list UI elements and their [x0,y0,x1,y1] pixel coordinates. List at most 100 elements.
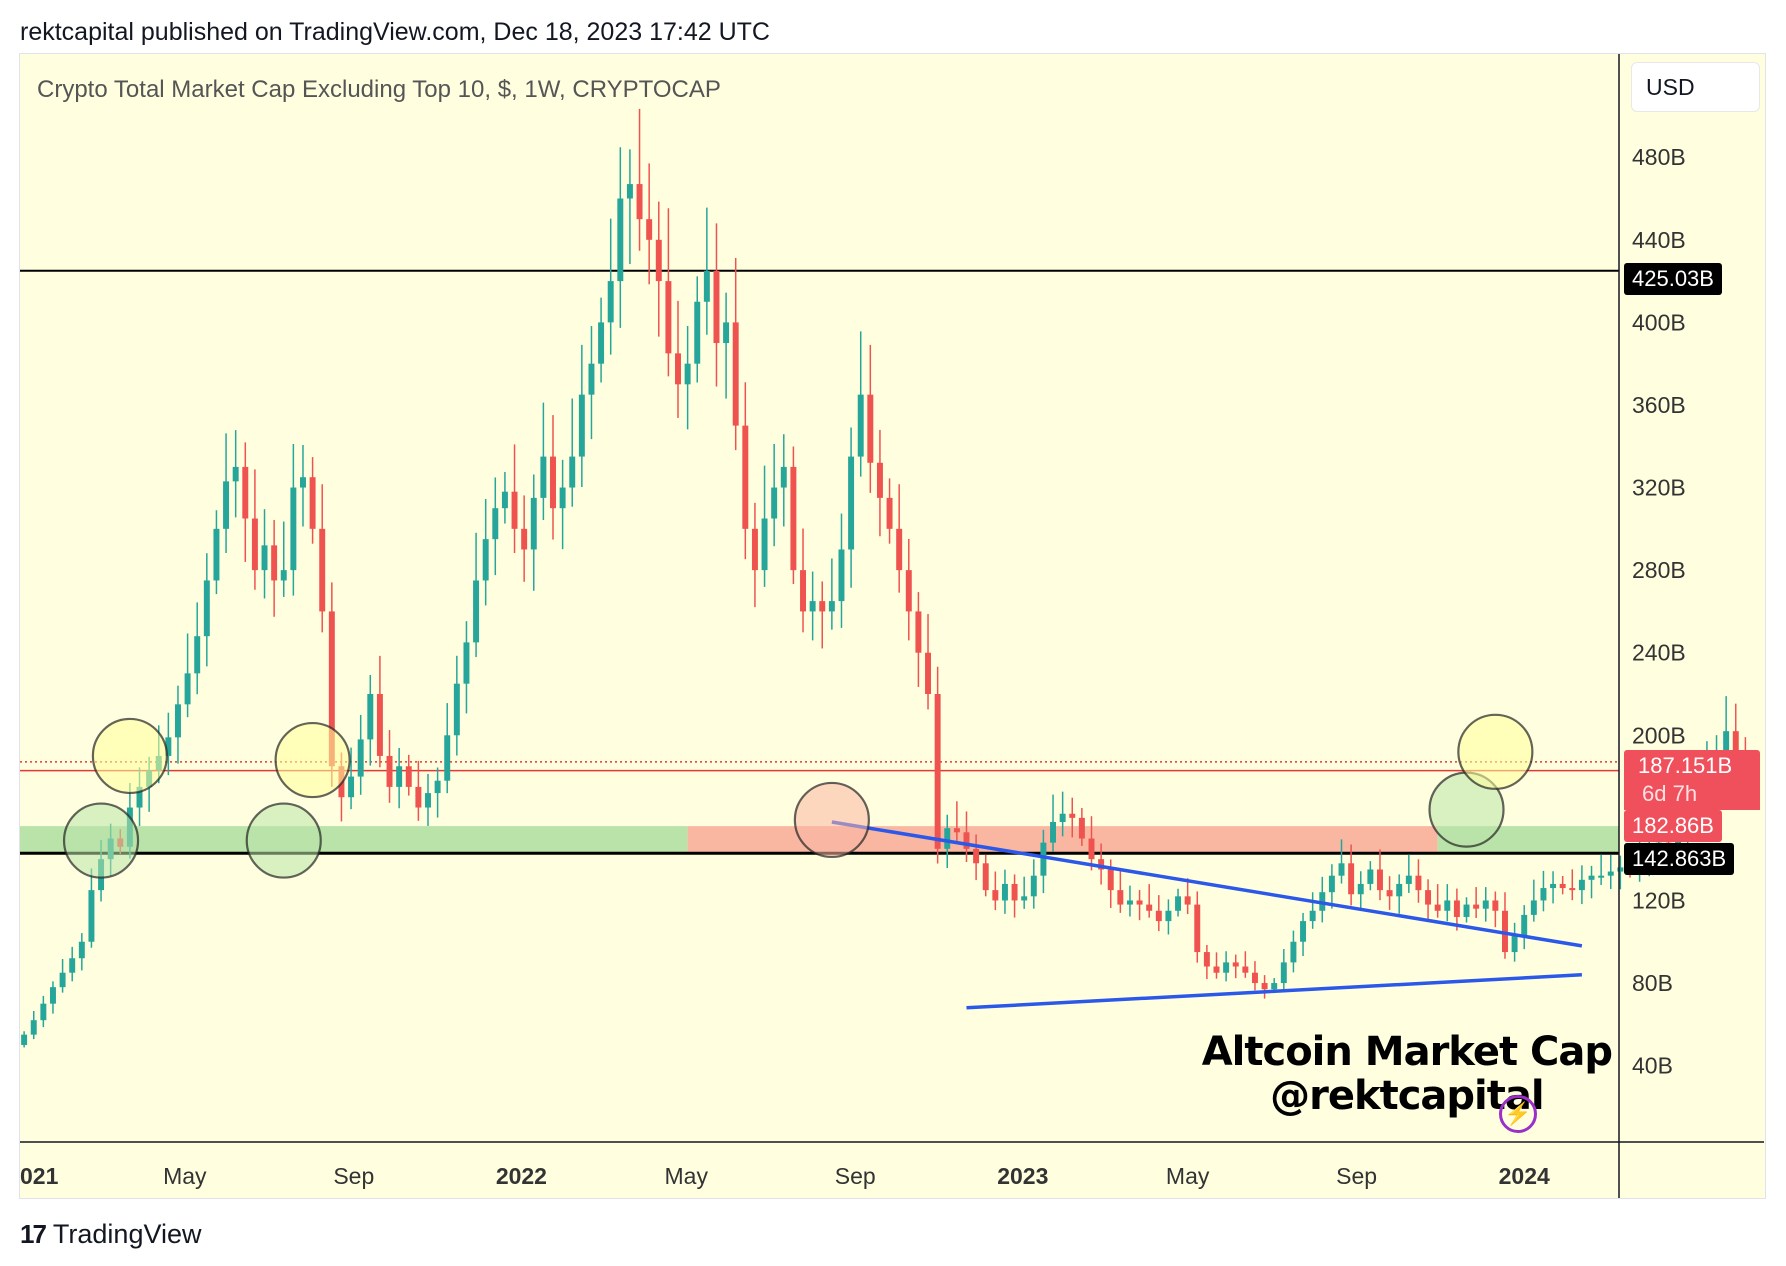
currency-button[interactable]: USD [1631,62,1760,112]
candle-body [1175,896,1182,911]
candle-body [713,270,720,344]
candle [1136,890,1143,921]
candle-body [1001,883,1008,901]
candle [1463,897,1470,923]
y-tick-label: 440B [1632,227,1686,253]
candle-body [174,704,181,738]
candle-body [444,735,451,781]
candle-body [1030,875,1037,897]
candle-body [751,528,758,571]
annotation-circle [245,802,322,879]
candle-body [838,549,845,602]
candle [809,571,816,641]
candle-body [780,466,787,488]
candle-body [184,673,191,705]
candle [925,614,932,710]
candle [1425,879,1432,921]
candle [242,442,249,562]
candle [1194,891,1201,963]
candle-body [1107,869,1114,891]
candle-body [1511,935,1518,953]
candles-layer [21,108,1749,1048]
candle-body [59,972,66,988]
y-tick-label: 280B [1632,557,1686,583]
candle-body [69,958,76,973]
candle-body [607,281,614,323]
candle-body [300,477,306,488]
x-tick-label: 2024 [1499,1163,1550,1189]
y-tick-label: 80B [1632,970,1673,996]
brand-name: TradingView [52,1219,202,1249]
candle-body [925,652,932,694]
candle [1309,892,1316,929]
candle [1338,839,1345,884]
candle [905,538,912,641]
candle [876,429,883,537]
candle-body [271,545,278,581]
candle [1492,891,1499,928]
candle [1473,887,1480,919]
candle-body [1300,921,1307,942]
candle-body [1338,863,1345,876]
candle [790,446,797,585]
candle-body [1078,817,1085,839]
candle [1396,874,1403,914]
candle-body [598,322,605,364]
price-tag-resistance: 425.03B [1624,263,1722,295]
candle-body [232,466,239,482]
candle [415,760,422,821]
candle-body [1165,910,1172,922]
candle [1251,961,1258,991]
annotation-circle [793,781,870,859]
candle-body [915,611,922,653]
candle [896,484,903,593]
lightning-icon: ⚡ [1499,1095,1537,1133]
candle-body [261,545,268,571]
candle-body [1280,962,1287,984]
candle-body [684,363,691,385]
candle [396,747,403,809]
candle-body [963,832,970,849]
candle [1050,794,1057,852]
candle-body [578,394,585,457]
candle-body [905,570,912,612]
y-tick-label: 480B [1632,144,1686,170]
candle [1598,854,1605,885]
candle [280,521,287,597]
candle [973,834,980,881]
candle-body [771,487,778,519]
publish-info: rektcapital published on TradingView.com… [20,18,770,46]
candle [626,149,633,265]
candle [1376,849,1383,901]
candle-body [732,322,739,426]
candle-body [761,518,768,571]
candle [636,108,643,251]
candle-body [953,828,960,833]
candle-body [88,890,95,942]
x-tick-label: May [163,1163,207,1189]
candle-body [40,1003,47,1021]
candle [1146,884,1153,918]
candle-body [1550,883,1557,889]
candle [1165,899,1172,935]
candle [751,502,758,608]
candle [1069,797,1076,838]
candle-body [1184,896,1191,905]
candle [915,592,922,687]
candle [194,602,201,695]
candle [1088,816,1095,871]
candle-body [1415,875,1422,891]
chart-frame [19,53,1766,1199]
candle-body [886,497,893,529]
candle [694,276,701,383]
candle-body [1540,888,1547,901]
candle [1357,871,1364,910]
candle [578,344,585,488]
candle [1405,854,1412,893]
tradingview-brand[interactable]: 17 TradingView [20,1219,202,1250]
candle-body [386,755,393,787]
candle-body [473,580,480,643]
candle-body [1328,875,1335,893]
x-tick-label: 2022 [496,1163,547,1189]
candle-body [646,219,653,240]
